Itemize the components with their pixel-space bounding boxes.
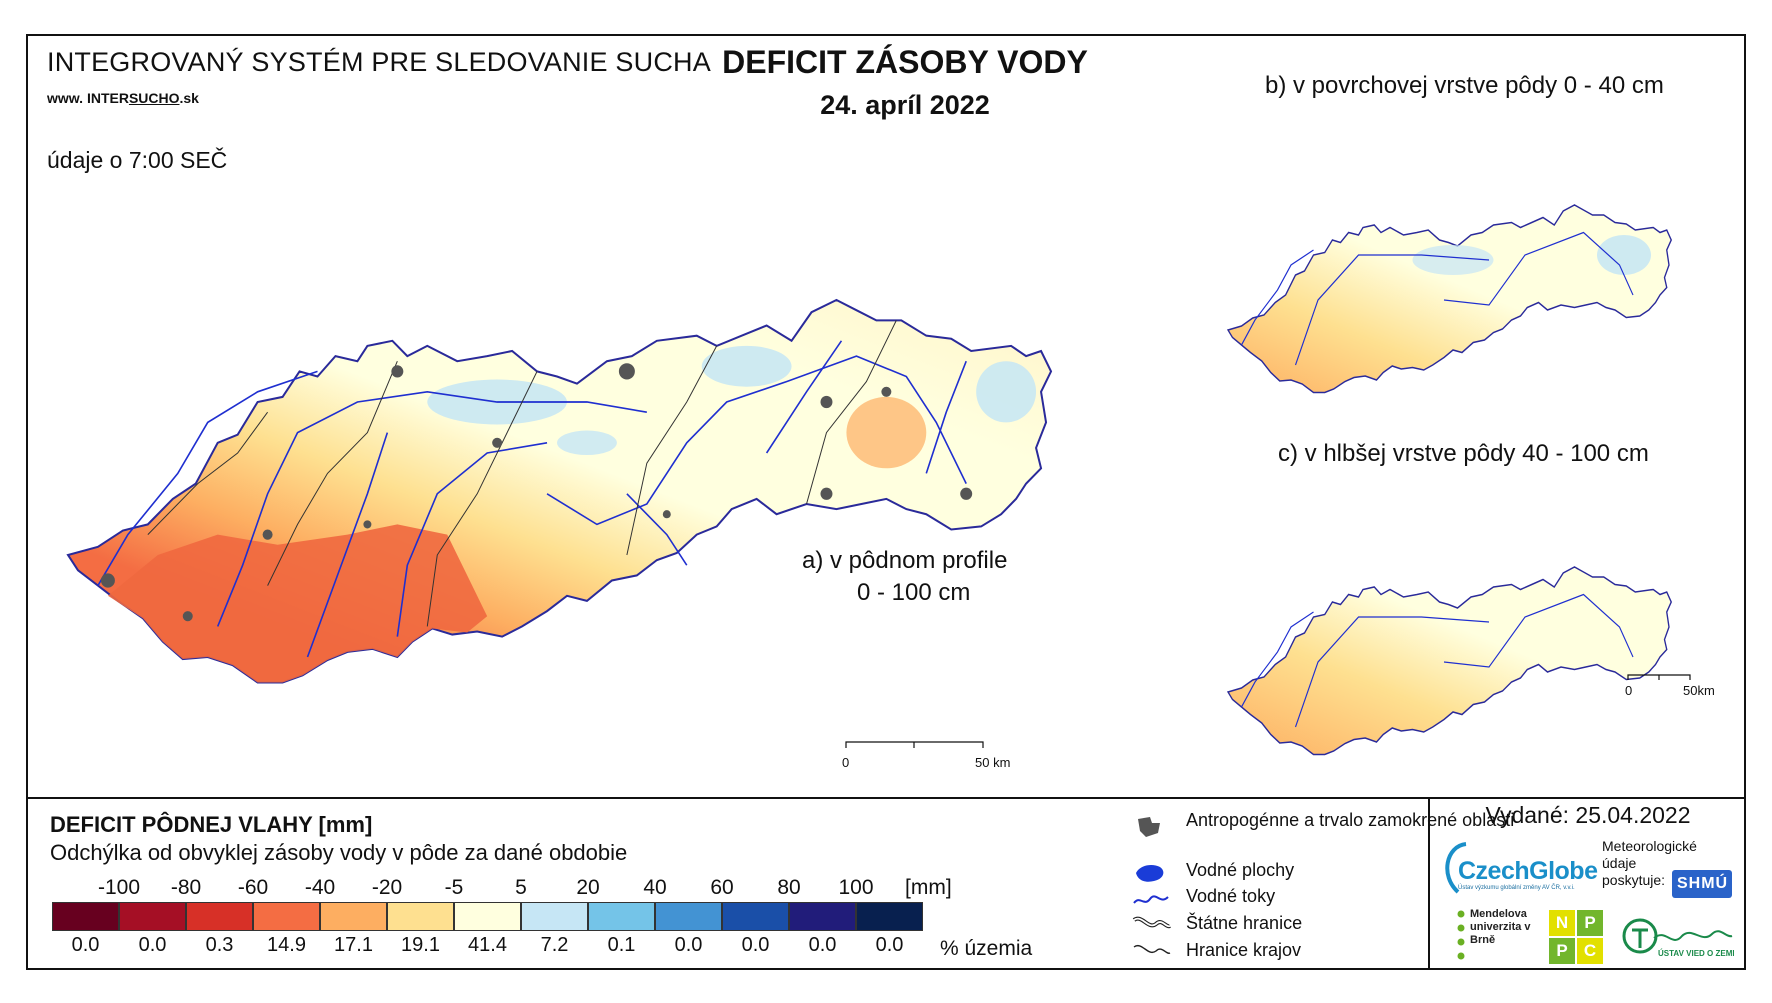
legend-break: -60 [237,876,269,899]
legend-pct: 0.0 [138,934,167,956]
scale-main-zero: 0 [842,755,850,770]
legend-break: -80 [170,876,202,899]
legend-pct: 14.9 [267,934,306,956]
map-c-deep-layer [1227,566,1672,756]
legend-pct: 41.4 [468,934,507,956]
legend-swatch [722,902,789,931]
map-b-surface-layer [1227,204,1672,394]
npc-logo: N P P C [1549,910,1603,964]
legend-swatch [655,902,722,931]
legend-break: 60 [710,876,734,899]
legend-pct: 0.1 [607,934,636,956]
legend-pct-unit: % územia [940,937,1033,960]
legend-swatch [454,902,521,931]
legend-pct: 7.2 [540,934,569,956]
legend-break: 20 [576,876,600,899]
scale-bar-small [1627,674,1691,680]
legend-pct: 0.0 [875,934,904,956]
legend-swatch [253,902,320,931]
credits-divider [1428,797,1430,970]
map-a-soil-profile [66,298,1053,684]
scale-main-end: 50 km [975,755,1011,770]
legend-swatch [186,902,253,931]
website-link[interactable]: www. INTERSUCHO.sk [47,90,199,106]
river-icon [1133,895,1169,904]
legend-break: 80 [777,876,801,899]
czechglobe-logo-icon [1445,842,1467,894]
legend-swatch [789,902,856,931]
panel-c-label: c) v hlbšej vrstve pôdy 40 - 100 cm [1278,440,1649,467]
legend-unit: [mm] [905,876,952,899]
legend-pct: 0.0 [674,934,703,956]
legend-subtitle: Odchýlka od obvyklej zásoby vody v pôde … [50,840,628,865]
legend-swatch [52,902,119,931]
legend-swatch [320,902,387,931]
legend-break: -40 [304,876,336,899]
legend-swatch [387,902,454,931]
key-state-borders: Štátne hranice [1186,913,1303,933]
legend-swatch [588,902,655,931]
map-date: 24. apríl 2022 [820,90,990,120]
key-region-borders: Hranice krajov [1186,940,1302,960]
uvz-logo-icon: ÚSTAV VIED O ZEMI [1622,918,1734,958]
meteo-note: Meteorologické údaje poskytuje: [1602,838,1697,888]
legend-pct: 19.1 [401,934,440,956]
uvz-logo-text: ÚSTAV VIED O ZEMI [1658,949,1734,958]
issued-date: Vydané: 25.04.2022 [1485,802,1691,828]
legend-swatch [856,902,923,931]
legend-divider [26,797,1746,799]
legend-break: -20 [371,876,403,899]
legend-pct: 0.3 [205,934,234,956]
czechglobe-logo-subtitle: Ústav výzkumu globální změny AV ČR, v.v.… [1458,885,1575,891]
czechglobe-logo-text: CzechGlobe [1458,857,1598,885]
legend-swatch [119,902,186,931]
mendel-logo-icon [1457,910,1465,960]
legend-break: -5 [444,876,464,899]
time-note: údaje o 7:00 SEČ [47,147,228,173]
panel-a-label-1: a) v pôdnom profile [802,547,1008,574]
legend-pct: 17.1 [334,934,373,956]
anthropogenic-icon [1138,817,1160,837]
shmu-logo: SHMÚ [1672,870,1732,898]
panel-a-label-2: 0 - 100 cm [857,579,971,606]
legend-title: DEFICIT PÔDNEJ VLAHY [mm] [50,812,373,837]
system-title: INTEGROVANÝ SYSTÉM PRE SLEDOVANIE SUCHA [47,47,711,77]
region-border-icon [1133,944,1171,954]
panel-b-label: b) v povrchovej vrstve pôdy 0 - 40 cm [1265,72,1664,99]
key-anthropogenic: Antropogénne a trvalo zamokrené oblasti [1186,810,1515,830]
map-title: DEFICIT ZÁSOBY VODY [722,44,1088,80]
scale-small-zero: 0 [1625,683,1633,698]
legend-pct: 0.0 [808,934,837,956]
water-body-icon [1136,865,1164,882]
key-rivers: Vodné toky [1186,886,1276,906]
legend-swatch [521,902,588,931]
scale-small-end: 50km [1683,683,1715,698]
legend-break: 5 [515,876,527,899]
key-water-bodies: Vodné plochy [1186,860,1295,880]
legend-pct: 0.0 [71,934,100,956]
mendel-logo-text: Mendelova univerzita v Brně [1470,908,1531,946]
legend-break: 100 [838,876,874,899]
legend-break: 40 [643,876,667,899]
legend-pct: 0.0 [741,934,770,956]
legend-break: -100 [97,876,141,899]
state-border-icon [1132,916,1171,929]
scale-bar-main [845,741,984,748]
